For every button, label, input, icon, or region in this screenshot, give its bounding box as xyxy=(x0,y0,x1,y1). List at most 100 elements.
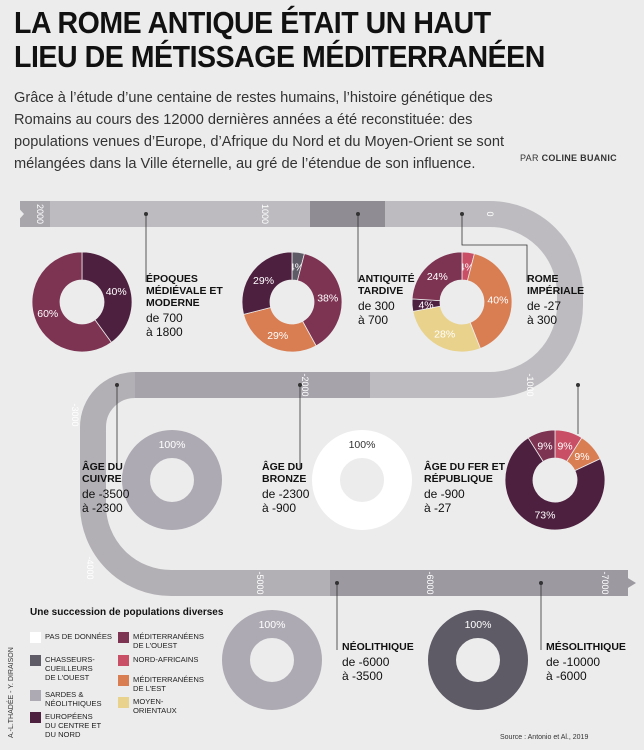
intro-paragraph: Grâce à l’étude d’une centaine de restes… xyxy=(14,90,504,172)
credits: A.-L.THADÉE - Y. DIRAISON xyxy=(8,647,15,738)
timeline-tick-label: -1000 xyxy=(525,373,535,396)
timeline-tick-label: -7000 xyxy=(600,571,610,594)
leader-dot xyxy=(576,383,580,387)
period-dates: de -3500 xyxy=(82,487,130,501)
period-dates: de -27 xyxy=(527,299,561,313)
donut-slice-med_est xyxy=(243,306,317,353)
timeline-band-start xyxy=(20,201,50,227)
leader-dot xyxy=(356,212,360,216)
slice-label: 4% xyxy=(418,299,433,311)
legend-swatch-nord_africains xyxy=(118,655,129,666)
period-dates: à -27 xyxy=(424,501,452,515)
donut-slice-med_ouest xyxy=(527,429,556,462)
slice-label: 100% xyxy=(465,619,492,631)
donut-slice-europeens xyxy=(81,251,133,344)
slice-label: 40% xyxy=(106,286,127,298)
slice-label: 9% xyxy=(557,440,572,452)
legend-label-med_ouest: MÉDITERRANÉENS DE L’OUEST xyxy=(133,632,204,650)
timeline-tick-label: -6000 xyxy=(425,571,435,594)
donut-slice-chasseurs xyxy=(428,610,528,710)
slice-label: 24% xyxy=(427,271,448,283)
period-dates: à 1800 xyxy=(146,325,183,339)
donut-slice-med_ouest xyxy=(296,253,343,347)
timeline-tick-label: -5000 xyxy=(255,571,265,594)
legend-swatch-europeens xyxy=(30,712,41,723)
leader-dot xyxy=(539,581,543,585)
leader-line xyxy=(461,214,528,282)
legend-label-moyen_orientaux: MOYEN- ORIENTAUX xyxy=(133,697,177,715)
slice-label: 9% xyxy=(574,451,589,463)
timeline-tick-label: -4000 xyxy=(85,556,95,579)
legend-swatch-med_ouest xyxy=(118,632,129,643)
donut-slice-moyen_orientaux xyxy=(412,305,481,353)
timeline-band-arrow xyxy=(618,572,636,594)
slice-label: 40% xyxy=(487,295,508,307)
legend-swatch-moyen_orientaux xyxy=(118,697,129,708)
slice-label: 28% xyxy=(434,329,455,341)
legend-label-europeens: EUROPÉENS DU CENTRE ET DU NORD xyxy=(45,712,102,739)
timeline-band-segment-0 xyxy=(20,201,583,398)
period-title: ROME xyxy=(527,273,559,285)
donut-slice-med_est xyxy=(466,253,513,350)
period-title: MÉDIÉVALE ET xyxy=(146,284,223,297)
donut-slice-med_ouest xyxy=(411,251,463,302)
period-dates: à -3500 xyxy=(342,669,383,683)
donut-slice-pas_de_donnees xyxy=(312,430,412,530)
slice-label: 9% xyxy=(537,440,552,452)
period-title: ANTIQUITÉ xyxy=(358,272,415,285)
slice-label: 29% xyxy=(267,330,288,342)
period-dates: à -900 xyxy=(262,501,296,515)
period-title: ÂGE DU xyxy=(262,460,303,473)
donut-slice-med_ouest xyxy=(31,251,112,353)
legend-swatch-pas_de_donnees xyxy=(30,632,41,643)
leader-dot xyxy=(335,581,339,585)
period-dates: à 300 xyxy=(527,313,557,327)
period-title: ÉPOQUES xyxy=(146,272,198,285)
timeline-tick-label: -2000 xyxy=(300,373,310,396)
timeline-tick-label: 2000 xyxy=(35,204,45,224)
page-title: LA ROME ANTIQUE ÉTAIT UN HAUT LIEU DE MÉT… xyxy=(14,5,545,74)
byline: PAR COLINE BUANIC xyxy=(520,153,617,163)
slice-label: 73% xyxy=(534,510,555,522)
legend-title: Une succession de populations diverses xyxy=(30,607,224,618)
timeline-band-segment-2 xyxy=(80,372,330,596)
period-title: BRONZE xyxy=(262,473,306,485)
legend-swatch-med_est xyxy=(118,675,129,686)
period-dates: de -900 xyxy=(424,487,465,501)
period-dates: de 700 xyxy=(146,311,183,325)
slice-label: 29% xyxy=(253,275,274,287)
period-title: NÉOLITHIQUE xyxy=(342,640,414,653)
period-dates: à 700 xyxy=(358,313,388,327)
slice-label: 100% xyxy=(349,439,376,451)
legend-label-nord_africains: NORD-AFRICAINS xyxy=(133,655,199,664)
legend-label-sardes: SARDES & NÉOLITHIQUES xyxy=(45,690,102,708)
slice-label: 60% xyxy=(37,308,58,320)
slice-label: 100% xyxy=(259,619,286,631)
period-dates: de -6000 xyxy=(342,655,390,669)
slice-label: 38% xyxy=(317,292,338,304)
period-title: ÂGE DU xyxy=(82,460,123,473)
timeline-tick-label: 0 xyxy=(485,211,495,216)
legend-swatch-chasseurs xyxy=(30,655,41,666)
period-title: ÂGE DU FER ET xyxy=(424,460,506,473)
timeline-band-highlight xyxy=(310,201,385,227)
period-title: MODERNE xyxy=(146,297,200,309)
period-dates: de -2300 xyxy=(262,487,310,501)
period-dates: de 300 xyxy=(358,299,395,313)
period-title: RÉPUBLIQUE xyxy=(424,472,493,485)
donut-slice-europeens xyxy=(241,251,293,315)
period-title: CUIVRE xyxy=(82,473,122,485)
period-dates: de -10000 xyxy=(546,655,600,669)
slice-label: 100% xyxy=(159,439,186,451)
legend-label-pas_de_donnees: PAS DE DONNÉES xyxy=(45,632,112,641)
legend-label-chasseurs: CHASSEURS- CUEILLEURS DE L’OUEST xyxy=(45,655,95,682)
timeline-band-notch xyxy=(14,203,24,225)
legend-swatch-sardes xyxy=(30,690,41,701)
